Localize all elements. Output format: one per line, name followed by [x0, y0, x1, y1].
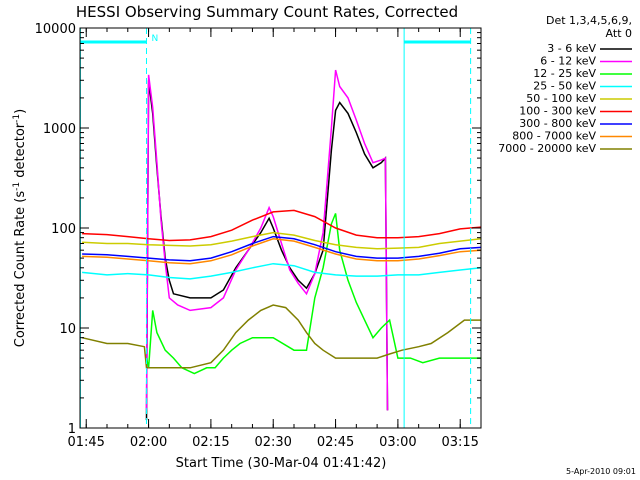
- legend-label-0: 3 - 6 keV: [547, 42, 596, 55]
- y-tick-label: 10: [59, 322, 76, 337]
- night-marker: N: [151, 34, 158, 44]
- series-line-4: [82, 231, 481, 250]
- y-axis-label-sup-2: -1: [12, 114, 22, 123]
- series-line-0: [145, 80, 389, 421]
- y-axis-label-part-3: ): [13, 109, 28, 114]
- legend-label-1: 6 - 12 keV: [540, 55, 596, 68]
- plot-frame: [79, 27, 482, 429]
- x-tick-label: 03:00: [379, 435, 416, 450]
- legend-label-7: 800 - 7000 keV: [512, 130, 596, 143]
- legend-label-2: 12 - 25 keV: [533, 67, 596, 80]
- legend-label-4: 50 - 100 keV: [526, 92, 596, 105]
- y-axis-label-part-2: detector: [13, 122, 28, 182]
- y-tick-label: 100: [51, 222, 76, 237]
- legend-label-3: 25 - 50 keV: [533, 80, 596, 93]
- series-line-1: [145, 69, 389, 411]
- x-tick-label: 03:15: [441, 435, 478, 450]
- x-tick-label: 01:45: [67, 435, 104, 450]
- legend-label-5: 100 - 300 keV: [519, 105, 596, 118]
- series-line-8: [81, 304, 481, 369]
- y-tick-label: 1: [68, 422, 76, 437]
- y-tick-label: 10000: [35, 22, 76, 37]
- x-axis-label: Start Time (30-Mar-04 01:41:42): [176, 456, 387, 471]
- x-tick-label: 02:15: [192, 435, 229, 450]
- legend-label-8: 7000 - 20000 keV: [498, 142, 596, 155]
- series-line-5: [82, 209, 481, 242]
- y-axis-label-sup-1: -1: [12, 182, 22, 191]
- chart-title: HESSI Observing Summary Count Rates, Cor…: [76, 3, 458, 21]
- legend-header: Att 0: [606, 27, 632, 40]
- series-line-7: [82, 238, 481, 265]
- legend-header: Det 1,3,4,5,6,9,: [546, 14, 632, 27]
- y-tick-label: 1000: [43, 122, 76, 137]
- x-tick-label: 02:00: [130, 435, 167, 450]
- legend-label-6: 300 - 800 keV: [519, 117, 596, 130]
- x-tick-label: 02:30: [254, 435, 291, 450]
- y-axis-label-part-1: Corrected Count Rate (s: [13, 191, 28, 348]
- y-axis-label: Corrected Count Rate (s-1 detector-1): [12, 109, 28, 347]
- series-line-3: [82, 262, 481, 280]
- series-line-2: [145, 213, 481, 375]
- series-line-6: [82, 235, 481, 262]
- x-tick-label: 02:45: [317, 435, 354, 450]
- timestamp: 5-Apr-2010 09:01: [566, 467, 636, 476]
